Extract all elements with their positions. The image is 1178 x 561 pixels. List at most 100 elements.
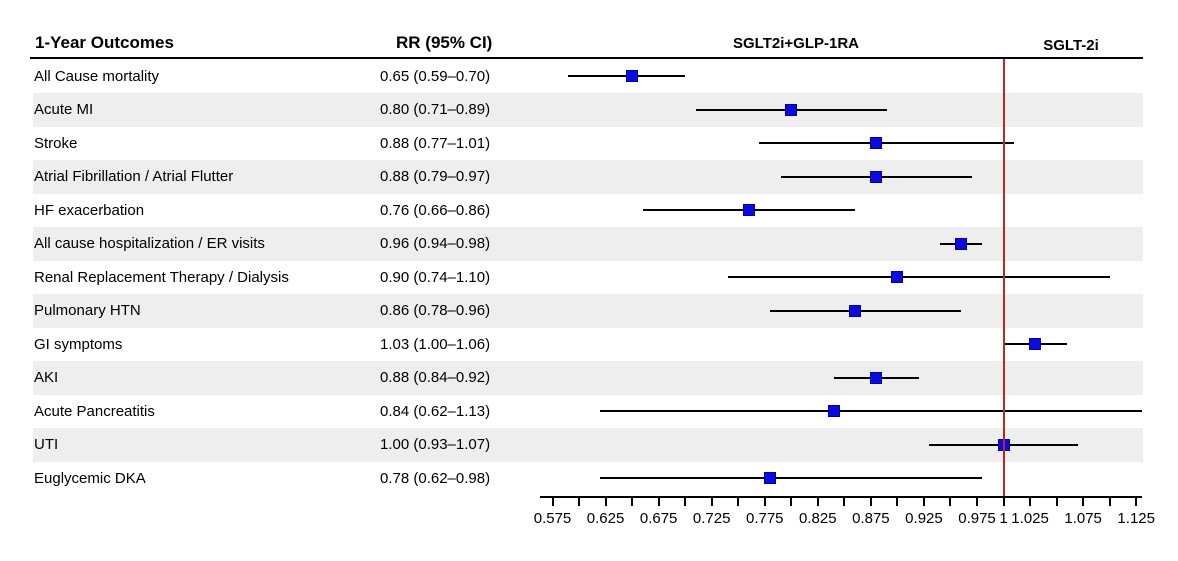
sglt2i-group-header: SGLT-2i (1043, 37, 1099, 54)
sglt2i-glp1ra-group-header: SGLT2i+GLP-1RA (733, 35, 859, 52)
axis-tick (1082, 497, 1085, 506)
outcome-label: HF exacerbation (34, 201, 145, 219)
row-stripe (33, 361, 1143, 395)
header-divider (30, 57, 1143, 59)
axis-tick (843, 497, 846, 506)
axis-tick (1029, 497, 1032, 506)
axis-tick-label: 1.125 (1117, 510, 1155, 527)
reference-line (1002, 59, 1005, 496)
axis-tick-label: 0.825 (799, 510, 837, 527)
outcome-row: Renal Replacement Therapy / Dialysis 0.90… (0, 261, 1178, 295)
outcome-row: Acute Pancreatitis 0.84 (0.62–1.13) (0, 395, 1178, 429)
axis-tick (578, 497, 581, 506)
point-estimate-marker (827, 405, 840, 418)
confidence-interval-line (727, 276, 1110, 279)
axis-tick (631, 497, 634, 506)
axis-tick (551, 497, 554, 506)
axis-tick-label: 0.875 (852, 510, 890, 527)
rr-ci-value: 0.86 (0.78–0.96) (380, 302, 491, 319)
rr-ci-value: 0.84 (0.62–1.13) (380, 402, 491, 420)
point-estimate-marker (848, 304, 861, 317)
outcome-row: Euglycemic DKA 0.78 (0.62–0.98) (0, 462, 1178, 496)
axis-tick-label: 0.625 (586, 510, 625, 527)
outcome-label: Euglycemic DKA (34, 469, 146, 487)
axis-tick (790, 497, 793, 506)
outcome-label: Acute Pancreatitis (34, 402, 155, 420)
axis-tick (1055, 497, 1058, 506)
x-axis-line (540, 496, 1142, 498)
outcome-row: Acute MI 0.80 (0.71–0.89) (0, 93, 1178, 127)
rr-ci-value: 1.03 (1.00–1.06) (380, 335, 491, 353)
axis-tick (816, 497, 819, 506)
rr-ci-value: 0.65 (0.59–0.70) (380, 67, 491, 85)
rr-ci-value: 1.00 (0.93–1.07) (380, 436, 491, 453)
axis-tick (604, 497, 607, 506)
axis-tick (896, 497, 899, 506)
axis-tick (922, 497, 925, 506)
outcome-label: AKI (34, 369, 59, 386)
outcome-label: All Cause mortality (34, 67, 160, 85)
axis-tick (949, 497, 952, 506)
axis-tick (737, 497, 740, 506)
axis-tick (684, 497, 687, 506)
point-estimate-marker (870, 371, 883, 384)
axis-tick-label: 0.725 (692, 510, 731, 527)
axis-tick-label: 0.975 (958, 510, 996, 527)
outcome-row: GI symptoms 1.03 (1.00–1.06) (0, 328, 1178, 362)
rr-ci-value: 0.88 (0.79–0.97) (380, 168, 491, 185)
rr-ci-value: 0.78 (0.62–0.98) (380, 469, 491, 487)
axis-tick-label: 1.075 (1064, 510, 1102, 527)
outcome-row: Atrial Fibrillation / Atrial Flutter 0.88… (0, 160, 1178, 194)
outcome-row: All cause hospitalization / ER visits 0.9… (0, 227, 1178, 261)
axis-tick (1135, 497, 1138, 506)
outcome-label: Renal Replacement Therapy / Dialysis (34, 268, 289, 286)
axis-tick-label: 0.775 (745, 510, 784, 527)
outcome-label: Stroke (34, 134, 78, 152)
confidence-interval-line (600, 410, 1142, 413)
outcomes-column-header: 1-Year Outcomes (35, 33, 174, 52)
confidence-interval-line (600, 477, 983, 480)
row-stripe (33, 294, 1143, 328)
outcome-label: Atrial Fibrillation / Atrial Flutter (34, 168, 234, 185)
axis-tick-label: 0.575 (533, 510, 572, 527)
axis-tick (869, 497, 872, 506)
confidence-interval-line (770, 309, 962, 312)
axis-tick (710, 497, 713, 506)
outcome-label: Acute MI (34, 101, 94, 118)
point-estimate-marker (626, 70, 639, 83)
outcome-label: Pulmonary HTN (34, 302, 141, 319)
rr-ci-value: 0.76 (0.66–0.86) (380, 201, 491, 219)
point-estimate-marker (870, 137, 883, 150)
axis-tick-label: 1.025 (1011, 510, 1049, 527)
point-estimate-marker (955, 237, 968, 250)
outcome-row: HF exacerbation 0.76 (0.66–0.86) (0, 194, 1178, 228)
rr-ci-value: 0.90 (0.74–1.10) (380, 268, 491, 286)
axis-tick (976, 497, 979, 506)
axis-tick (763, 497, 766, 506)
outcome-label: UTI (34, 436, 59, 453)
outcome-row: Pulmonary HTN 0.86 (0.78–0.96) (0, 294, 1178, 328)
outcome-label: GI symptoms (34, 335, 123, 353)
outcome-row: Stroke 0.88 (0.77–1.01) (0, 127, 1178, 161)
outcome-row: AKI 0.88 (0.84–0.92) (0, 361, 1178, 395)
rr-column-header: RR (95% CI) (396, 33, 493, 52)
point-estimate-marker (870, 170, 883, 183)
rr-ci-value: 0.88 (0.84–0.92) (380, 369, 491, 386)
axis-tick-label: 0.925 (905, 510, 943, 527)
axis-tick (1002, 497, 1005, 506)
point-estimate-marker (891, 271, 904, 284)
axis-tick (657, 497, 660, 506)
axis-tick-label: 1 (999, 510, 1008, 527)
rr-ci-value: 0.80 (0.71–0.89) (380, 101, 491, 118)
rr-ci-value: 0.96 (0.94–0.98) (380, 235, 491, 252)
axis-tick-label: 0.675 (639, 510, 678, 527)
outcome-row: UTI 1.00 (0.93–1.07) (0, 428, 1178, 462)
row-stripe (33, 93, 1143, 127)
point-estimate-marker (1029, 338, 1042, 351)
confidence-interval-line (759, 142, 1015, 145)
point-estimate-marker (785, 103, 798, 116)
point-estimate-marker (764, 472, 777, 485)
point-estimate-marker (742, 204, 755, 217)
rr-ci-value: 0.88 (0.77–1.01) (380, 134, 491, 152)
